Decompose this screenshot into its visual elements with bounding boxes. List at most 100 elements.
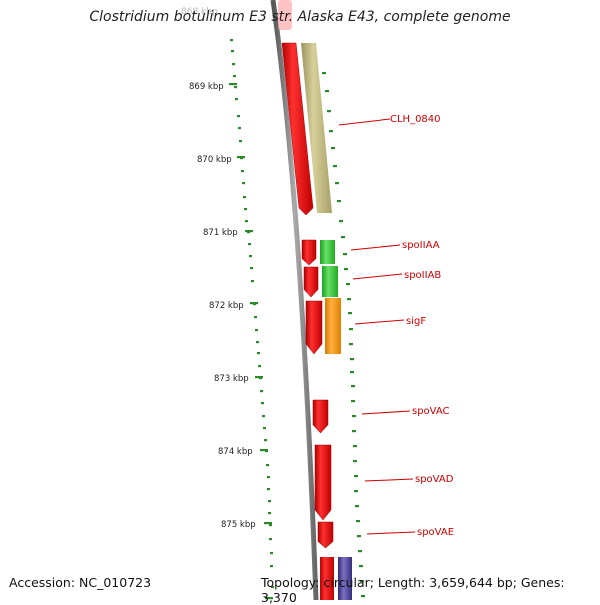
- minor-tick: [263, 427, 266, 430]
- gene-bar-spoiiaa[interactable]: [320, 240, 335, 264]
- minor-tick: [322, 72, 326, 75]
- minor-tick: [354, 475, 358, 478]
- gene-label-spovae[interactable]: spoVAE: [417, 527, 454, 538]
- gene-bar-sigf[interactable]: [325, 298, 341, 354]
- minor-tick: [358, 550, 362, 553]
- gene-arrow-spovac[interactable]: [312, 399, 329, 434]
- minor-tick: [331, 147, 335, 150]
- major-tick: [237, 156, 245, 159]
- kbp-label: 873 kbp: [214, 374, 249, 384]
- gene-bar-spoiiab[interactable]: [322, 266, 338, 297]
- gene-arrow-spovae[interactable]: [317, 521, 334, 549]
- kbp-label: 872 kbp: [209, 301, 244, 311]
- minor-tick: [238, 127, 241, 130]
- minor-tick: [267, 488, 270, 491]
- minor-tick: [350, 371, 354, 374]
- genome-stats-text: Topology: circular; Length: 3,659,644 bp…: [261, 575, 565, 605]
- minor-tick: [231, 50, 234, 53]
- minor-tick: [349, 343, 353, 346]
- minor-tick: [357, 535, 361, 538]
- minor-tick: [353, 445, 357, 448]
- gene-bar-clh0840[interactable]: [301, 43, 332, 213]
- minor-tick: [241, 170, 244, 173]
- minor-tick: [341, 236, 345, 239]
- minor-tick: [251, 280, 254, 283]
- kbp-label: 871 kbp: [203, 228, 238, 238]
- minor-tick: [337, 200, 341, 203]
- gene-bar-next-purple[interactable]: [338, 557, 352, 600]
- gene-leader-line: [350, 244, 401, 251]
- minor-tick: [248, 243, 251, 246]
- minor-tick: [257, 352, 260, 355]
- minor-tick: [250, 267, 253, 270]
- gene-arrow-spoiiab[interactable]: [303, 266, 319, 298]
- gene-label-spovac[interactable]: spoVAC: [412, 406, 450, 417]
- minor-tick: [267, 476, 270, 479]
- minor-tick: [244, 208, 247, 211]
- kbp-label: 874 kbp: [218, 447, 253, 457]
- gene-arrow-clh0840[interactable]: [281, 42, 314, 216]
- minor-tick: [243, 196, 246, 199]
- minor-tick: [329, 130, 333, 133]
- gene-label-sigf[interactable]: sigF: [406, 316, 426, 327]
- minor-tick: [249, 255, 252, 258]
- gene-arrow-sigf[interactable]: [305, 300, 323, 355]
- genome-title: Clostridium botulinum E3 str. Alaska E43…: [89, 9, 511, 25]
- kbp-label: 869 kbp: [189, 82, 224, 92]
- minor-tick: [361, 595, 365, 598]
- gene-fragment: [278, 0, 292, 30]
- minor-tick: [347, 298, 351, 301]
- minor-tick: [352, 415, 356, 418]
- accession-text: Accession: NC_010723: [9, 575, 152, 590]
- minor-tick: [360, 580, 364, 583]
- gene-leader-line: [354, 319, 405, 325]
- major-tick: [229, 83, 237, 86]
- gene-arrow-spoiiaa[interactable]: [301, 239, 317, 266]
- minor-tick: [254, 316, 257, 319]
- gene-leader-line: [338, 118, 391, 126]
- minor-tick: [255, 329, 258, 332]
- gene-leader-line: [352, 273, 403, 280]
- minor-tick: [352, 430, 356, 433]
- minor-tick: [359, 565, 363, 568]
- minor-tick: [232, 63, 235, 66]
- gene-label-spoiiab[interactable]: spoIIAB: [404, 270, 441, 281]
- minor-tick: [355, 505, 359, 508]
- minor-tick: [348, 312, 352, 315]
- minor-tick: [239, 140, 242, 143]
- gene-label-spoiiaa[interactable]: spoIIAA: [402, 240, 440, 251]
- minor-tick: [258, 365, 261, 368]
- minor-tick: [256, 341, 259, 344]
- minor-tick: [245, 220, 248, 223]
- minor-tick: [242, 182, 245, 185]
- minor-tick: [264, 439, 267, 442]
- minor-tick: [343, 253, 347, 256]
- gene-leader-line: [366, 531, 416, 535]
- major-tick: [255, 376, 263, 379]
- minor-tick: [230, 39, 233, 42]
- gene-label-spovad[interactable]: spoVAD: [415, 474, 454, 485]
- minor-tick: [268, 512, 271, 515]
- minor-tick: [262, 415, 265, 418]
- gene-label-clh_0840[interactable]: CLH_0840: [390, 114, 441, 125]
- minor-tick: [335, 182, 339, 185]
- major-tick: [250, 302, 258, 305]
- minor-tick: [349, 328, 353, 331]
- kbp-label: 870 kbp: [197, 155, 232, 165]
- minor-tick: [333, 165, 337, 168]
- minor-tick: [353, 460, 357, 463]
- minor-tick: [269, 524, 272, 527]
- minor-tick: [270, 565, 273, 568]
- minor-tick: [339, 220, 343, 223]
- gene-bar-next[interactable]: [320, 557, 334, 600]
- minor-tick: [356, 520, 360, 523]
- major-tick: [265, 597, 273, 600]
- minor-tick: [344, 268, 348, 271]
- major-tick: [245, 230, 253, 233]
- gene-leader-line: [361, 410, 411, 415]
- minor-tick: [351, 385, 355, 388]
- gene-arrow-spovad[interactable]: [314, 444, 332, 521]
- major-tick: [260, 449, 268, 452]
